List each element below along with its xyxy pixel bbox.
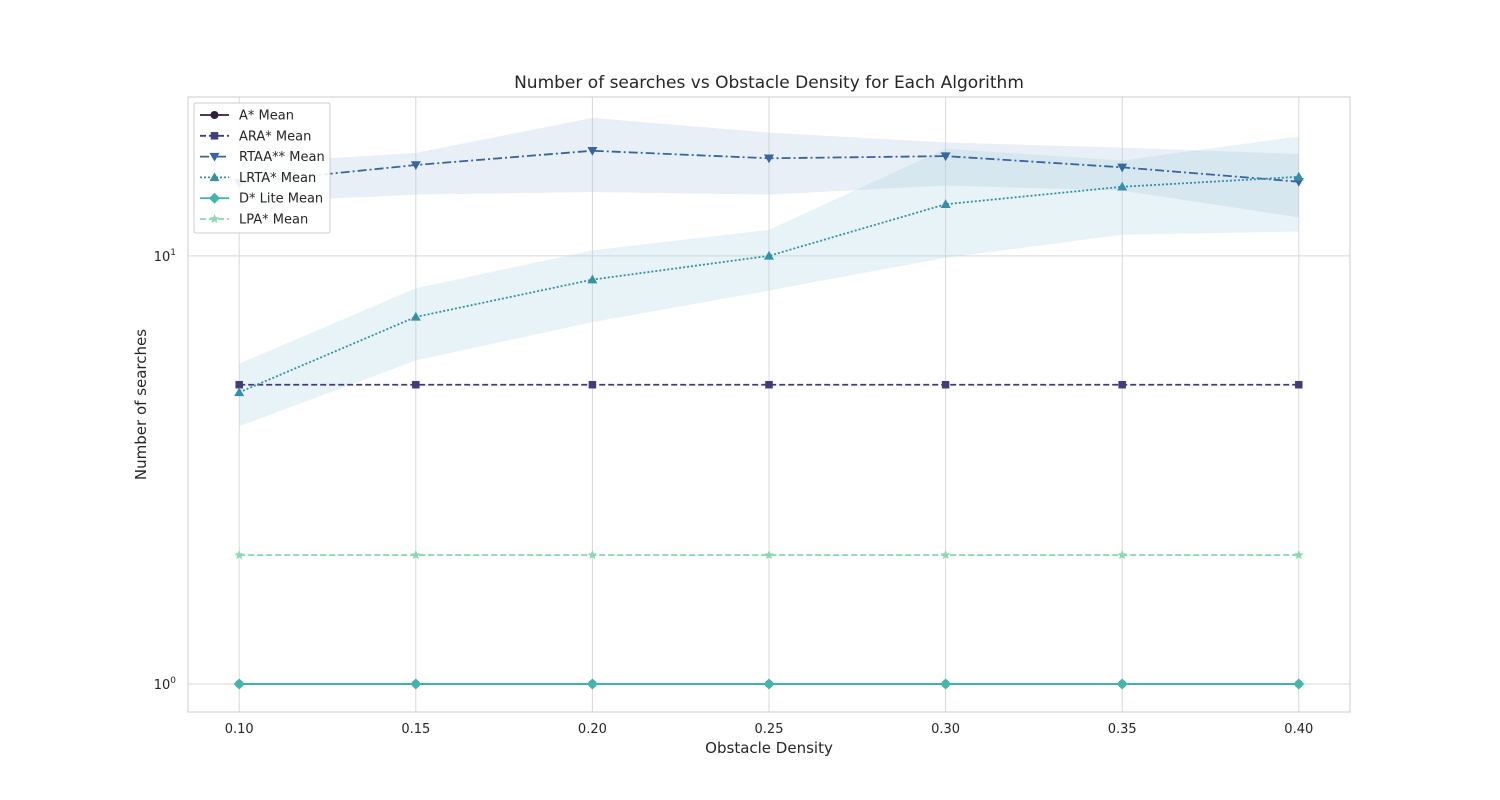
y-tick-label: 100	[154, 676, 177, 693]
data-point	[763, 678, 775, 690]
plot-frame	[187, 96, 1351, 713]
y-tick-label: 101	[154, 248, 176, 265]
data-point	[234, 387, 245, 397]
data-point	[940, 199, 951, 208]
series-lines	[233, 147, 1305, 690]
legend-label: RTAA** Mean	[239, 150, 325, 165]
x-axis-label: Obstacle Density	[705, 739, 833, 757]
x-tick-label: 0.40	[1284, 722, 1313, 737]
data-point	[940, 152, 951, 162]
x-tick-label: 0.10	[225, 722, 254, 737]
x-tick-label: 0.15	[401, 722, 430, 737]
data-point	[587, 274, 598, 284]
data-point	[235, 380, 243, 389]
data-point	[1117, 550, 1127, 560]
data-point	[411, 550, 421, 560]
data-point	[1295, 380, 1303, 389]
data-point	[1294, 550, 1304, 560]
legend-label: LRTA* Mean	[239, 171, 316, 186]
legend-marker	[210, 132, 219, 140]
data-point	[234, 550, 244, 560]
y-tick-labels: 100 101	[154, 248, 177, 693]
data-point	[1293, 678, 1305, 690]
x-tick-labels: 0.10 0.15 0.20 0.25 0.30 0.35 0.40	[225, 722, 1314, 737]
series-ara-mean	[235, 380, 1303, 389]
data-point	[940, 550, 951, 560]
data-point	[588, 380, 597, 389]
x-tick-label: 0.20	[578, 722, 607, 737]
chart-title: Number of searches vs Obstacle Density f…	[514, 73, 1024, 93]
data-point	[1117, 181, 1128, 191]
data-point	[1117, 163, 1128, 173]
series-lpa-mean	[234, 550, 1304, 560]
legend-label: LPA* Mean	[239, 213, 308, 228]
data-point	[412, 380, 420, 389]
data-point	[587, 550, 598, 560]
data-point	[1116, 678, 1128, 690]
data-point	[765, 380, 773, 389]
confidence-band	[239, 117, 1299, 218]
data-point	[764, 154, 774, 164]
y-axis-label: Number of searches	[132, 329, 150, 480]
data-point	[940, 678, 952, 690]
legend-marker	[209, 172, 220, 182]
data-point	[410, 161, 421, 171]
data-point	[941, 380, 950, 389]
data-point	[587, 147, 598, 156]
data-point	[410, 678, 422, 690]
legend-marker	[209, 152, 220, 162]
data-point	[410, 311, 421, 321]
legend-label: ARA* Mean	[239, 129, 311, 144]
data-point	[233, 678, 245, 690]
legend-marker	[210, 111, 219, 119]
x-tick-label: 0.35	[1108, 722, 1137, 737]
legend-label: A* Mean	[239, 109, 294, 124]
legend: A* Mean ARA* Mean RTAA** Mean LRTA* Mean D* …	[193, 102, 331, 234]
data-point	[1118, 380, 1126, 389]
confidence-bands	[239, 117, 1299, 427]
series-lrta-mean	[234, 171, 1304, 397]
data-point	[586, 678, 598, 690]
legend-marker	[209, 192, 220, 204]
legend-label: D* Lite Mean	[239, 192, 323, 207]
data-point	[764, 550, 774, 560]
data-point	[1293, 171, 1304, 181]
x-tick-label: 0.25	[755, 722, 784, 737]
data-point	[764, 250, 774, 260]
confidence-band	[239, 136, 1299, 427]
x-tick-label: 0.30	[931, 722, 960, 737]
series-d-lite-mean	[233, 678, 1305, 690]
legend-marker	[209, 214, 220, 224]
